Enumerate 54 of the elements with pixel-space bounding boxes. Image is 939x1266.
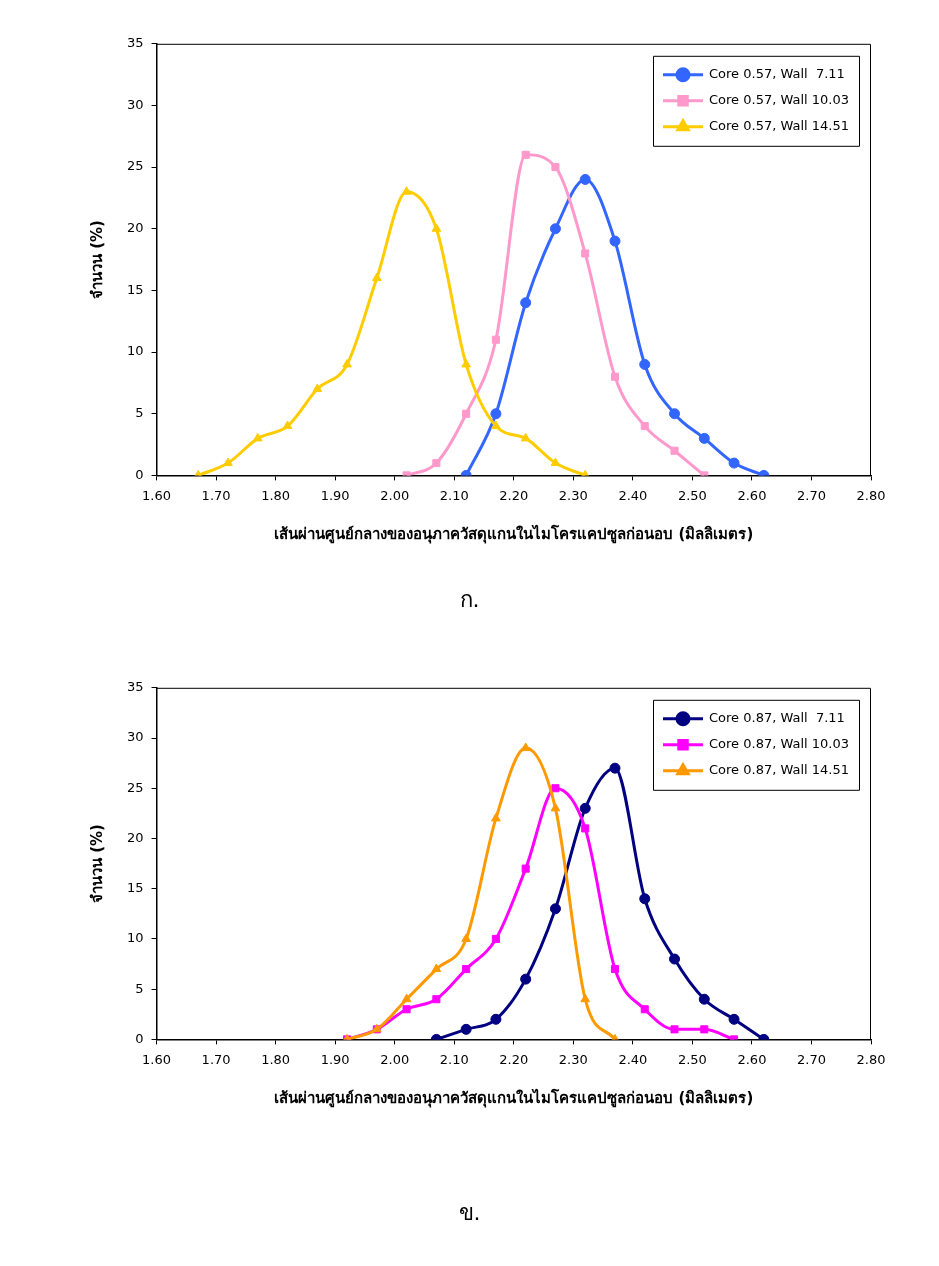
x-tick-label: 2.40 — [618, 1051, 648, 1067]
x-axis-title: เส้นผ่านศูนย์กลางของอนุภาควัสดุแกนในไมโครแคปซูลก่อนอบ (มิลลิเมตร) — [274, 1087, 754, 1108]
y-tick-label: 0 — [135, 1030, 144, 1046]
y-tick-label: 15 — [127, 880, 144, 896]
x-tick-label: 2.70 — [796, 1051, 826, 1067]
x-tick-label: 1.90 — [320, 1051, 350, 1067]
x-tick-label: 2.10 — [439, 487, 469, 503]
y-tick-label: 20 — [127, 220, 144, 236]
y-tick-label: 10 — [127, 930, 144, 946]
y-tick-label: 35 — [127, 679, 144, 695]
y-axis-title: จำนวน (%) — [87, 220, 106, 300]
y-tick-label: 25 — [127, 779, 144, 795]
x-tick-label: 2.30 — [558, 1051, 588, 1067]
y-tick-label: 0 — [135, 466, 144, 482]
y-tick-label: 25 — [127, 158, 144, 174]
x-tick-label: 2.10 — [439, 1051, 469, 1067]
y-tick-label: 5 — [135, 405, 144, 421]
x-tick-label: 1.70 — [201, 487, 231, 503]
legend-label: Core 0.87, Wall 7.11 — [709, 710, 845, 726]
legend-label: Core 0.57, Wall 7.11 — [709, 66, 845, 82]
x-tick-label: 2.40 — [618, 487, 648, 503]
x-tick-label: 2.50 — [677, 1051, 707, 1067]
y-tick-label: 10 — [127, 343, 144, 359]
x-tick-label: 2.00 — [380, 487, 410, 503]
x-tick-label: 1.70 — [201, 1051, 231, 1067]
x-tick-label: 2.80 — [856, 487, 886, 503]
legend-label: Core 0.87, Wall 14.51 — [709, 762, 850, 778]
x-tick-label: 2.00 — [380, 1051, 410, 1067]
x-tick-label: 2.60 — [737, 487, 767, 503]
x-tick-label: 1.60 — [142, 487, 172, 503]
y-axis-title: จำนวน (%) — [87, 824, 106, 904]
x-tick-label: 2.60 — [737, 1051, 767, 1067]
x-tick-label: 1.90 — [320, 487, 350, 503]
x-tick-label: 2.50 — [677, 487, 707, 503]
x-tick-label: 1.80 — [261, 487, 291, 503]
legend-label: Core 0.57, Wall 10.03 — [709, 92, 850, 108]
x-tick-label: 1.80 — [261, 1051, 291, 1067]
text: ข. — [457, 1199, 482, 1227]
legend-label: Core 0.57, Wall 14.51 — [709, 118, 850, 134]
x-tick-label: 1.60 — [142, 1051, 172, 1067]
y-tick-label: 15 — [127, 281, 144, 297]
x-tick-label: 2.30 — [558, 487, 588, 503]
text: ก. — [458, 586, 481, 614]
x-tick-label: 2.80 — [856, 1051, 886, 1067]
x-tick-label: 2.20 — [499, 487, 529, 503]
legend-label: Core 0.87, Wall 10.03 — [709, 736, 850, 752]
x-tick-label: 2.20 — [499, 1051, 529, 1067]
y-tick-label: 30 — [127, 729, 144, 745]
y-tick-label: 20 — [127, 829, 144, 845]
x-tick-label: 2.70 — [796, 487, 826, 503]
y-tick-label: 35 — [127, 35, 144, 51]
y-tick-label: 30 — [127, 96, 144, 112]
x-axis-title: เส้นผ่านศูนย์กลางของอนุภาควัสดุแกนในไมโครแคปซูลก่อนอบ (มิลลิเมตร) — [274, 523, 754, 544]
y-tick-label: 5 — [135, 980, 144, 996]
